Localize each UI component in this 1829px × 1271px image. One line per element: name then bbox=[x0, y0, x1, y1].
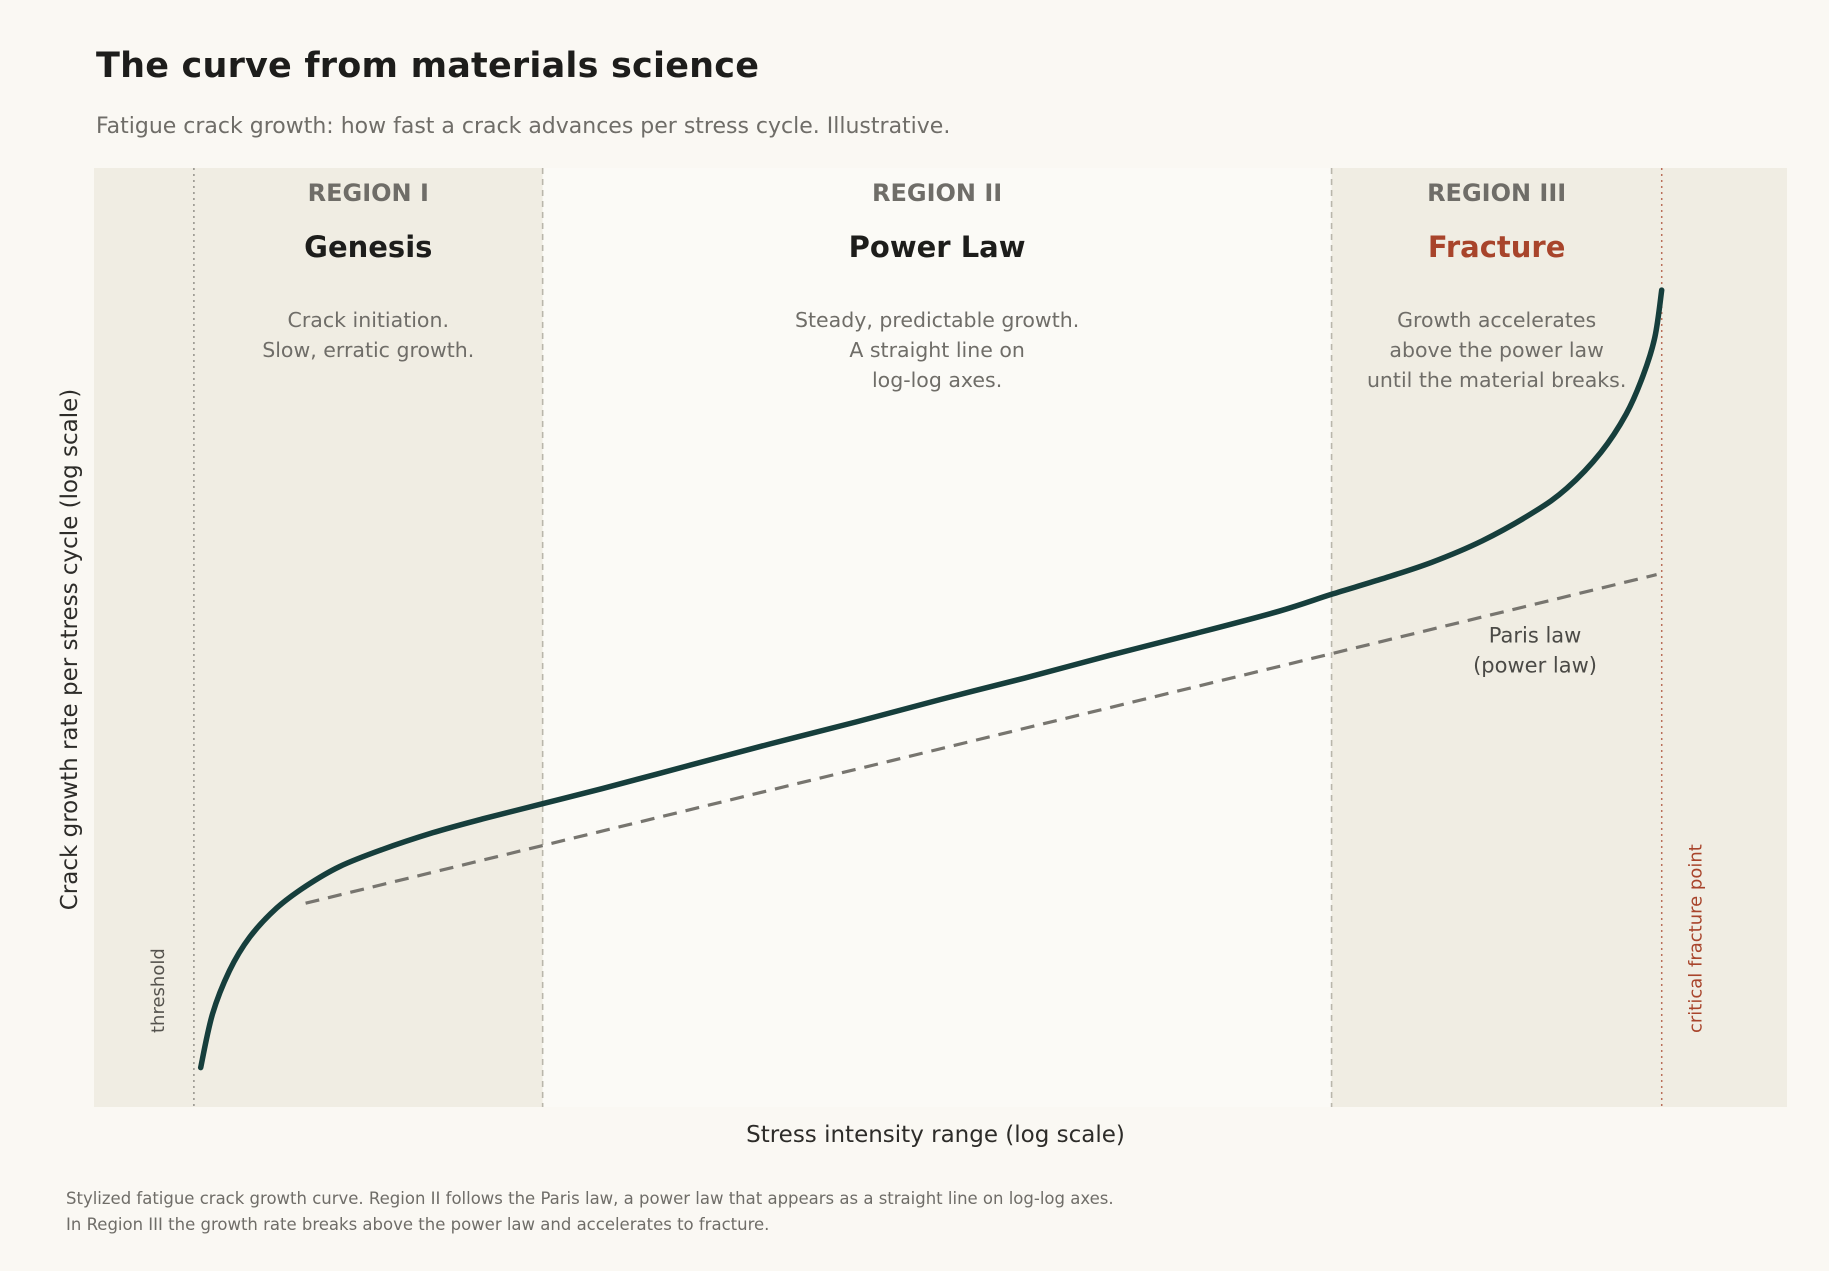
region-1-name: Genesis bbox=[304, 230, 432, 264]
threshold-label: threshold bbox=[148, 948, 169, 1033]
region-3-description-2: above the power law bbox=[1389, 338, 1603, 362]
region-shading-layer bbox=[94, 168, 1787, 1107]
paris-law-annotation-line-1: Paris law bbox=[1489, 624, 1582, 648]
region-2-roman: REGION II bbox=[872, 179, 1002, 207]
region-3-description-3: until the material breaks. bbox=[1367, 368, 1626, 392]
axis-labels-layer: Stress intensity range (log scale) Crack … bbox=[57, 389, 1125, 1148]
region-labels-layer: threshold critical fracture point REGION I… bbox=[148, 179, 1707, 1033]
region-3-roman: REGION III bbox=[1427, 179, 1566, 207]
region-1-roman: REGION I bbox=[308, 179, 429, 207]
region-3-name: Fracture bbox=[1428, 230, 1566, 264]
caption-line-2: In Region III the growth rate breaks abo… bbox=[66, 1215, 770, 1234]
series-layer bbox=[197, 287, 1665, 1071]
caption-line-1: Stylized fatigue crack growth curve. Reg… bbox=[66, 1189, 1114, 1208]
chart-title: The curve from materials science bbox=[96, 46, 760, 86]
y-axis-label: Crack growth rate per stress cycle (log … bbox=[57, 389, 83, 911]
shaded-band-left bbox=[94, 168, 543, 1107]
boundary-lines-layer bbox=[193, 168, 1663, 1107]
region-2-name: Power Law bbox=[849, 230, 1026, 264]
paris-law-annotation-line-2: (power law) bbox=[1473, 654, 1597, 678]
paris-law-dashed-line bbox=[305, 573, 1657, 905]
crack-growth-curve bbox=[197, 287, 1665, 1071]
chart-subtitle: Fatigue crack growth: how fast a crack a… bbox=[96, 114, 951, 139]
region-2-description-1: Steady, predictable growth. bbox=[795, 308, 1079, 332]
chart-caption: Stylized fatigue crack growth curve. Reg… bbox=[66, 1186, 1566, 1238]
region-1-description-2: Slow, erratic growth. bbox=[262, 338, 474, 362]
region-2-description-2: A straight line on bbox=[849, 338, 1025, 362]
shaded-band-right bbox=[1331, 168, 1787, 1107]
critical-fracture-label: critical fracture point bbox=[1686, 844, 1707, 1033]
region-3-description-1: Growth accelerates bbox=[1397, 308, 1596, 332]
x-axis-label: Stress intensity range (log scale) bbox=[746, 1122, 1125, 1148]
region-2-description-3: log-log axes. bbox=[872, 368, 1002, 392]
region-1-description-1: Crack initiation. bbox=[288, 308, 449, 332]
